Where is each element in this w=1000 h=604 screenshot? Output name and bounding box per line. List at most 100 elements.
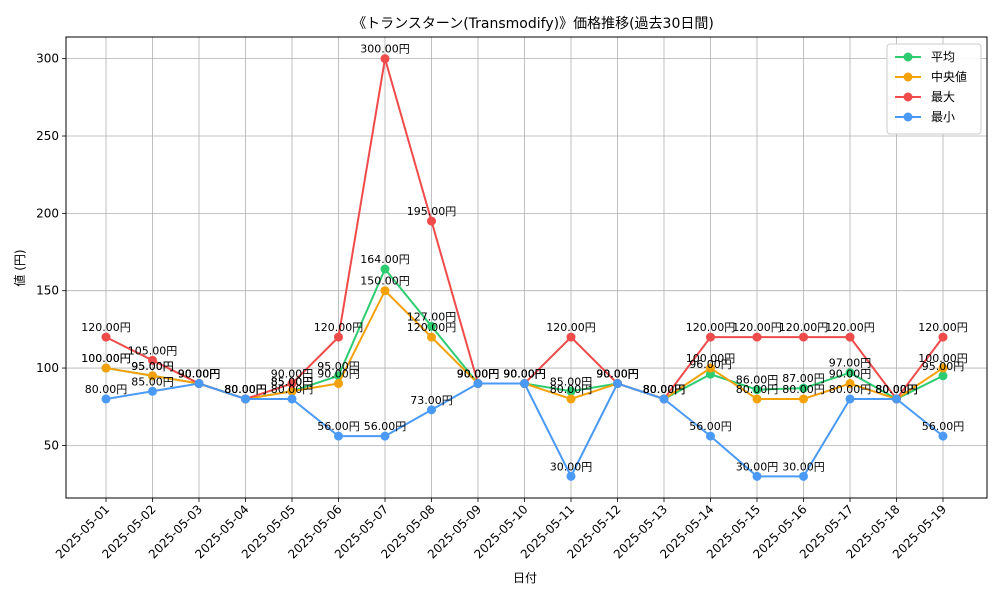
data-label: 120.00円	[546, 321, 596, 334]
data-point	[752, 394, 762, 404]
data-point	[845, 332, 855, 342]
data-label: 80.00円	[736, 383, 779, 396]
legend-entry: 中央値	[931, 69, 967, 84]
legend-entry: 最小	[931, 110, 955, 124]
data-label: 80.00円	[271, 383, 314, 396]
legend-marker	[903, 92, 913, 102]
data-point	[938, 332, 948, 342]
data-label: 90.00円	[457, 368, 500, 381]
data-point	[752, 471, 762, 481]
data-label: 150.00円	[360, 275, 410, 288]
data-point	[845, 394, 855, 404]
data-label: 120.00円	[825, 321, 875, 334]
data-label: 100.00円	[81, 352, 131, 365]
series-layer	[101, 54, 948, 481]
data-label: 120.00円	[918, 321, 968, 334]
data-point	[334, 379, 343, 389]
data-label: 80.00円	[875, 383, 918, 396]
data-point	[799, 394, 808, 404]
data-label: 95.00円	[317, 360, 360, 373]
data-label: 127.00円	[407, 310, 457, 323]
data-label: 30.00円	[550, 460, 593, 473]
axes: 2025-05-012025-05-022025-05-032025-05-04…	[36, 36, 988, 561]
data-label: 80.00円	[550, 383, 593, 396]
data-point	[101, 363, 111, 373]
data-label: 97.00円	[829, 357, 872, 370]
data-label: 120.00円	[407, 321, 457, 334]
data-point	[938, 371, 948, 381]
data-label: 56.00円	[317, 420, 360, 433]
data-label: 120.00円	[732, 321, 782, 334]
data-label: 80.00円	[224, 383, 267, 396]
data-point	[938, 431, 948, 441]
data-point	[613, 379, 622, 389]
data-point	[520, 379, 529, 389]
x-axis-label: 日付	[513, 571, 537, 585]
y-tick-label: 100	[36, 361, 59, 375]
data-point	[427, 332, 436, 342]
data-point	[148, 386, 157, 396]
data-label: 85.00円	[271, 375, 314, 388]
legend-box	[886, 43, 982, 135]
data-label: 73.00円	[410, 394, 453, 407]
data-labels: 100.00円95.00円90.00円80.00円85.00円95.00円164…	[81, 43, 968, 474]
data-label: 80.00円	[224, 383, 267, 396]
data-label: 90.00円	[503, 368, 546, 381]
data-label: 56.00円	[689, 420, 732, 433]
data-point	[473, 379, 483, 389]
data-point	[706, 363, 715, 373]
data-label: 90.00円	[178, 368, 221, 381]
data-label: 95.00円	[131, 360, 174, 373]
data-label: 90.00円	[596, 368, 639, 381]
data-label: 195.00円	[407, 205, 457, 218]
data-label: 90.00円	[317, 368, 360, 381]
data-label: 90.00円	[457, 368, 500, 381]
y-tick-label: 200	[36, 206, 59, 220]
data-label: 90.00円	[503, 368, 546, 381]
data-point	[287, 394, 297, 404]
data-point	[566, 386, 576, 396]
legend-entry: 最大	[931, 90, 955, 104]
data-label: 164.00円	[360, 253, 410, 266]
data-point	[892, 394, 901, 404]
data-label: 30.00円	[782, 460, 825, 473]
data-point	[659, 394, 669, 404]
data-label: 85.00円	[271, 375, 314, 388]
data-point	[566, 332, 576, 342]
data-label: 120.00円	[686, 321, 736, 334]
data-label: 105.00円	[128, 344, 178, 357]
data-label: 56.00円	[364, 420, 407, 433]
data-point	[845, 379, 855, 389]
data-label: 80.00円	[643, 383, 686, 396]
data-point	[380, 54, 390, 64]
legend-entry: 平均	[931, 50, 955, 64]
data-point	[938, 363, 948, 373]
data-label: 80.00円	[224, 383, 267, 396]
data-label: 120.00円	[314, 321, 364, 334]
data-label: 90.00円	[829, 368, 872, 381]
data-label: 80.00円	[224, 383, 267, 396]
chart-title: 《トランスターン(Transmodify)》価格推移(過去30日間)	[352, 16, 714, 32]
data-label: 80.00円	[875, 383, 918, 396]
y-tick-label: 50	[44, 438, 59, 452]
data-label: 120.00円	[779, 321, 829, 334]
data-point	[566, 471, 576, 481]
data-point	[380, 264, 390, 274]
data-point	[427, 216, 436, 226]
data-label: 90.00円	[457, 368, 500, 381]
data-point	[287, 386, 297, 396]
data-label: 90.00円	[271, 368, 314, 381]
data-label: 87.00円	[782, 372, 825, 385]
data-point	[101, 394, 111, 404]
data-label: 300.00円	[360, 43, 410, 56]
data-point	[380, 286, 390, 296]
legend-marker	[903, 72, 913, 82]
legend-marker	[903, 52, 913, 62]
data-point	[706, 332, 715, 342]
data-label: 80.00円	[643, 383, 686, 396]
data-point	[566, 394, 576, 404]
data-point	[799, 471, 808, 481]
data-label: 80.00円	[643, 383, 686, 396]
data-point	[752, 332, 762, 342]
